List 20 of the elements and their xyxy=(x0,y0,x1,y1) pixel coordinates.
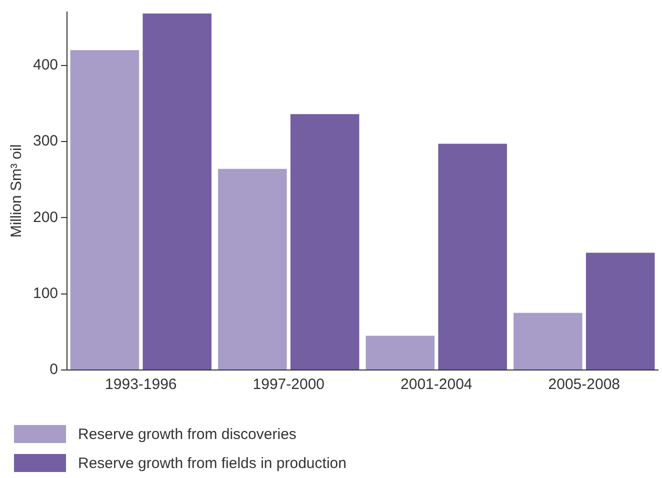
x-tick-label: 1997-2000 xyxy=(252,376,325,394)
bar xyxy=(142,14,212,370)
y-tick-label: 300 xyxy=(32,132,58,150)
bar xyxy=(366,336,435,370)
y-axis-title: Million Sm³ oil xyxy=(8,144,26,238)
bar xyxy=(218,168,287,370)
bar xyxy=(290,114,360,370)
legend-label: Reserve growth from fields in production xyxy=(78,454,346,472)
x-tick-label: 2005-2008 xyxy=(548,376,620,394)
y-tick-label: 0 xyxy=(50,361,58,378)
y-tick-label: 100 xyxy=(32,284,58,302)
y-tick-label: 400 xyxy=(32,56,58,74)
x-tick-label: 1993-1996 xyxy=(105,376,177,394)
bar xyxy=(514,312,582,370)
legend-label: Reserve growth from discoveries xyxy=(78,426,296,442)
bar xyxy=(438,144,507,370)
x-tick-label: 2001-2004 xyxy=(400,376,472,394)
bar xyxy=(70,50,140,370)
bar xyxy=(586,252,655,370)
y-tick-label: 200 xyxy=(32,208,58,226)
